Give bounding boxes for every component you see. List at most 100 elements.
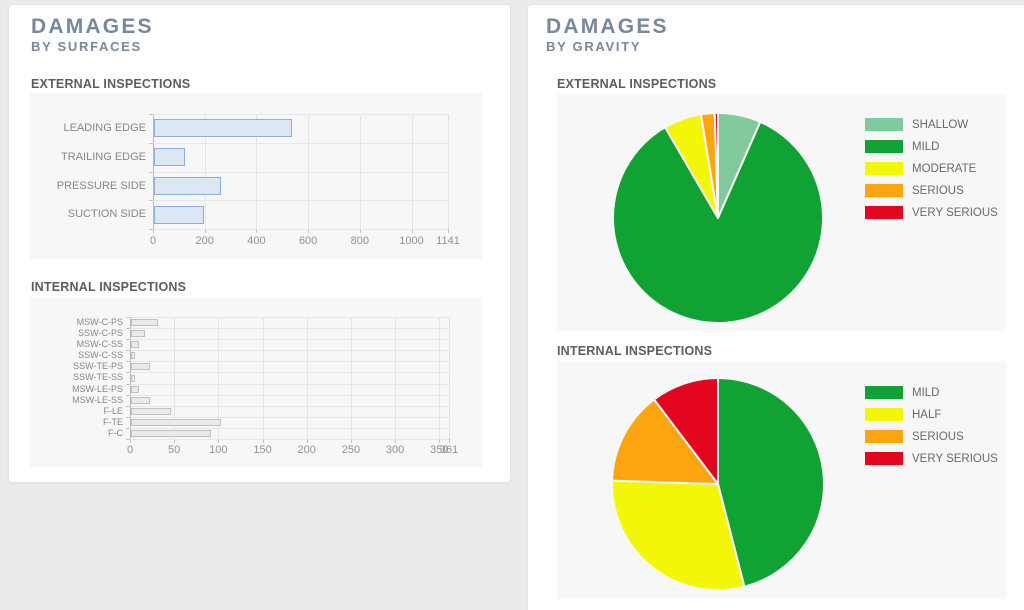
bar-pressure-side[interactable] [154, 176, 222, 195]
legend: MILD HALF SERIOUS VERY SERIOUS [865, 386, 998, 474]
row-gridline [153, 142, 448, 144]
row-gridline [130, 394, 449, 396]
legend-item-serious[interactable]: SERIOUS [865, 184, 998, 197]
axis-tick [126, 383, 130, 385]
legend-item-very-serious[interactable]: VERY SERIOUS [865, 452, 998, 465]
axis-tick [149, 142, 153, 144]
external-inspections-bar-chart: 0 200 400 600 800 1000 1141 LEADING EDGE TRAILIN… [30, 93, 482, 259]
row-gridline [130, 416, 449, 418]
axis-tick [149, 114, 153, 115]
axis-tick-label: 1000 [399, 235, 424, 247]
gridline [449, 317, 450, 439]
bar-msw-c-ss[interactable] [131, 341, 139, 349]
axis-tick [411, 229, 413, 233]
pie-slice-very-serious[interactable] [653, 377, 719, 485]
bar-label-trailing-edge: TRAILING EDGE [61, 150, 146, 163]
legend-swatch-serious [865, 430, 903, 443]
legend-item-mild[interactable]: MILD [865, 140, 998, 153]
axis-tick [395, 439, 397, 443]
axis-tick-label: 400 [247, 235, 266, 247]
gridline [218, 317, 220, 439]
axis-tick-label: 1141 [436, 235, 460, 247]
bar-trailing-edge[interactable] [154, 148, 186, 167]
legend-swatch-mild [865, 386, 903, 399]
pie-slice-mild[interactable] [612, 120, 824, 324]
bar-ssw-te-ss[interactable] [131, 374, 136, 382]
bar-label-msw-c-ss: MSW-C-SS [76, 339, 123, 350]
bar-label-msw-le-ps: MSW-LE-PS [72, 383, 123, 394]
legend-label-serious: SERIOUS [912, 430, 964, 443]
legend-label-mild: MILD [912, 386, 940, 399]
legend-item-serious[interactable]: SERIOUS [865, 430, 998, 443]
axis-tick [256, 229, 258, 233]
axis-tick [126, 361, 130, 363]
internal-gravity-pie [611, 377, 825, 591]
axis-tick-label: 200 [297, 444, 316, 456]
section-label-internal-gravity: INTERNAL INSPECTIONS [557, 344, 713, 358]
axis-tick [149, 171, 153, 173]
legend-swatch-mild [865, 140, 903, 153]
pie-slice-half[interactable] [611, 479, 746, 591]
pie-slice-very-serious[interactable] [713, 111, 719, 219]
axis-tick [126, 416, 130, 418]
row-gridline [130, 405, 449, 407]
bar-ssw-te-ps[interactable] [131, 363, 151, 371]
row-gridline [130, 372, 449, 374]
row-gridline [130, 328, 449, 330]
gridline [174, 317, 176, 439]
bar-label-msw-c-ps: MSW-C-PS [76, 317, 123, 327]
gridline [306, 317, 308, 439]
axis-tick [449, 439, 450, 443]
bar-suction-side[interactable] [154, 205, 205, 224]
bar-label-ssw-te-ss: SSW-TE-SS [73, 372, 123, 383]
bar-label-ssw-te-ps: SSW-TE-PS [73, 361, 123, 372]
card-subtitle-gravity: BY GRAVITY [546, 39, 642, 54]
bar-f-le[interactable] [131, 407, 171, 415]
gridline [439, 317, 441, 439]
row-gridline [153, 229, 448, 230]
axis-tick-label: 0 [149, 235, 157, 247]
legend-label-shallow: SHALLOW [912, 118, 969, 131]
axis-tick [126, 405, 130, 407]
legend-label-very-serious: VERY SERIOUS [912, 452, 998, 465]
legend-item-moderate[interactable]: MODERATE [865, 162, 998, 175]
bar-ssw-c-ss[interactable] [131, 352, 136, 360]
legend-item-very-serious[interactable]: VERY SERIOUS [865, 206, 998, 219]
card-title-gravity: DAMAGES [546, 15, 669, 38]
bar-msw-le-ss[interactable] [131, 396, 151, 404]
legend-item-mild[interactable]: MILD [865, 386, 998, 399]
bar-leading-edge[interactable] [154, 119, 293, 138]
bar-f-c[interactable] [131, 429, 211, 437]
row-gridline [130, 317, 449, 318]
axis-tick-label: 800 [350, 235, 369, 247]
bar-label-pressure-side: PRESSURE SIDE [56, 179, 146, 192]
legend-swatch-serious [865, 184, 903, 197]
legend-item-shallow[interactable]: SHALLOW [865, 118, 998, 131]
bar-ssw-c-ps[interactable] [131, 330, 146, 338]
damages-by-surfaces-card: DAMAGES BY SURFACES EXTERNAL INSPECTIONS… [8, 4, 511, 483]
axis-tick [149, 200, 153, 202]
legend-swatch-very-serious [865, 206, 903, 219]
axis-tick [126, 427, 130, 429]
axis-tick [149, 229, 153, 230]
bar-label-f-c: F-C [108, 427, 123, 438]
bar-msw-le-ps[interactable] [131, 385, 139, 393]
axis-tick-label: 50 [168, 444, 181, 456]
row-gridline [153, 114, 448, 115]
bar-f-te[interactable] [131, 418, 222, 426]
legend-swatch-moderate [865, 162, 903, 175]
legend-item-half[interactable]: HALF [865, 408, 998, 421]
bar-label-leading-edge: LEADING EDGE [63, 122, 146, 134]
pie-slice-serious[interactable] [611, 398, 719, 485]
bar-label-msw-le-ss: MSW-LE-SS [72, 394, 123, 405]
axis-tick [448, 229, 449, 233]
row-gridline [153, 200, 448, 202]
axis-tick-label: 150 [253, 444, 272, 456]
gridline [262, 317, 264, 439]
legend-label-half: HALF [912, 408, 942, 421]
row-gridline [130, 383, 449, 385]
bar-label-f-le: F-LE [103, 405, 123, 416]
pie-slice-mild[interactable] [717, 377, 825, 588]
external-inspections-pie-chart: SHALLOW MILD MODERATE SERIOUS VERY SERIOUS [557, 94, 1006, 331]
bar-msw-c-ps[interactable] [131, 319, 159, 327]
